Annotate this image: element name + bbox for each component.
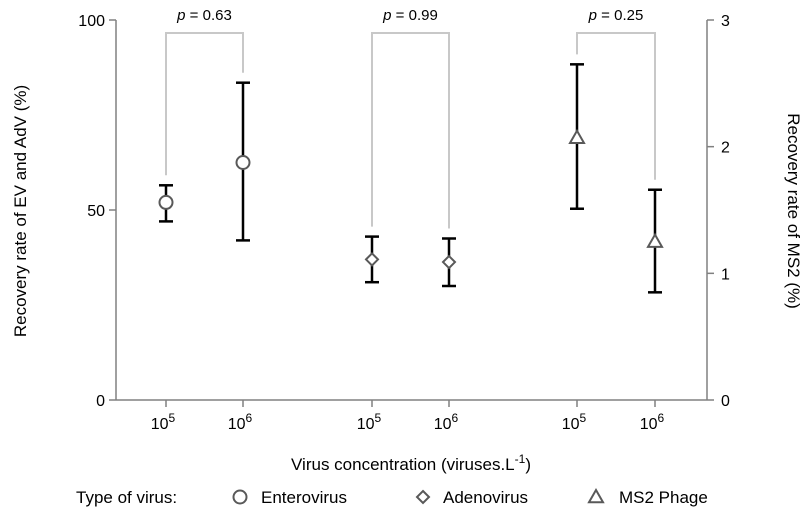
x-tick-exponent: 5: [580, 411, 587, 425]
x-axis-title: Virus concentration (viruses.L-1): [291, 452, 531, 474]
p-value-bracket: [371, 32, 450, 229]
y-right-tick-label: 0: [721, 393, 730, 410]
p-value: 0.99: [409, 7, 438, 24]
x-tick-label: 105: [357, 411, 382, 433]
x-tick-exponent: 5: [375, 411, 382, 425]
x-axis-title-close: ): [525, 455, 531, 474]
x-axis-title-text: Virus concentration (viruses.L: [291, 455, 515, 474]
x-tick-base: 10: [434, 416, 452, 433]
y-right-tick-label: 2: [721, 140, 730, 157]
data-point-triangle: [646, 232, 664, 248]
y-left-tick-label: 100: [78, 13, 105, 30]
x-tick-label: 106: [640, 411, 665, 433]
legend-marker-triangle: [587, 487, 605, 504]
legend-item-label: Adenovirus: [443, 488, 528, 507]
x-tick-base: 10: [562, 416, 580, 433]
x-tick-exponent: 6: [452, 411, 459, 425]
p-equals: =: [392, 7, 409, 24]
legend: Type of virus: Enterovirus Adenovirus MS2 P…: [76, 487, 708, 507]
legend-item-label: MS2 Phage: [619, 488, 708, 507]
legend-marker-diamond: [415, 489, 431, 505]
p-value-bracket: [576, 32, 656, 180]
p-equals: =: [597, 7, 614, 24]
data-point-circle: [158, 194, 174, 210]
y-axis-right-title: Recovery rate of MS2 (%): [784, 113, 803, 309]
x-tick-base: 10: [640, 416, 658, 433]
p-value-label: p = 0.99: [382, 7, 438, 24]
p-equals: =: [186, 7, 203, 24]
p-symbol: p: [588, 7, 597, 24]
data-marks: [158, 63, 664, 294]
data-point-circle: [235, 155, 251, 170]
x-tick-label: 105: [151, 411, 176, 433]
x-tick-label: 106: [434, 411, 459, 433]
y-axis-left-title: Recovery rate of EV and AdV (%): [11, 85, 30, 337]
y-left-tick-label: 50: [87, 203, 105, 220]
legend-item-label: Enterovirus: [261, 488, 347, 507]
legend-title: Type of virus:: [76, 488, 177, 507]
x-tick-label: 105: [562, 411, 587, 433]
x-tick-label: 106: [228, 411, 253, 433]
p-value: 0.25: [614, 7, 643, 24]
data-point-diamond: [441, 254, 457, 270]
p-value-label: p = 0.25: [588, 7, 644, 24]
x-axis-title-sup: -1: [515, 452, 526, 466]
p-value: 0.63: [203, 7, 232, 24]
p-symbol: p: [382, 7, 391, 24]
x-tick-base: 10: [357, 416, 375, 433]
x-tick-exponent: 5: [169, 411, 176, 425]
x-tick-base: 10: [151, 416, 169, 433]
data-point-triangle: [568, 128, 586, 145]
data-point-diamond: [364, 251, 380, 267]
p-value-brackets: p = 0.63 p = 0.99 p = 0.25: [165, 7, 656, 229]
y-right-tick-label: 1: [721, 266, 730, 283]
p-symbol: p: [176, 7, 185, 24]
x-tick-base: 10: [228, 416, 246, 433]
x-tick-exponent: 6: [658, 411, 665, 425]
p-value-label: p = 0.63: [176, 7, 232, 24]
p-value-bracket: [165, 32, 244, 176]
legend-marker-circle: [232, 489, 248, 505]
y-right-tick-label: 3: [721, 13, 730, 30]
x-tick-exponent: 6: [246, 411, 253, 425]
y-left-tick-label: 0: [96, 393, 105, 410]
